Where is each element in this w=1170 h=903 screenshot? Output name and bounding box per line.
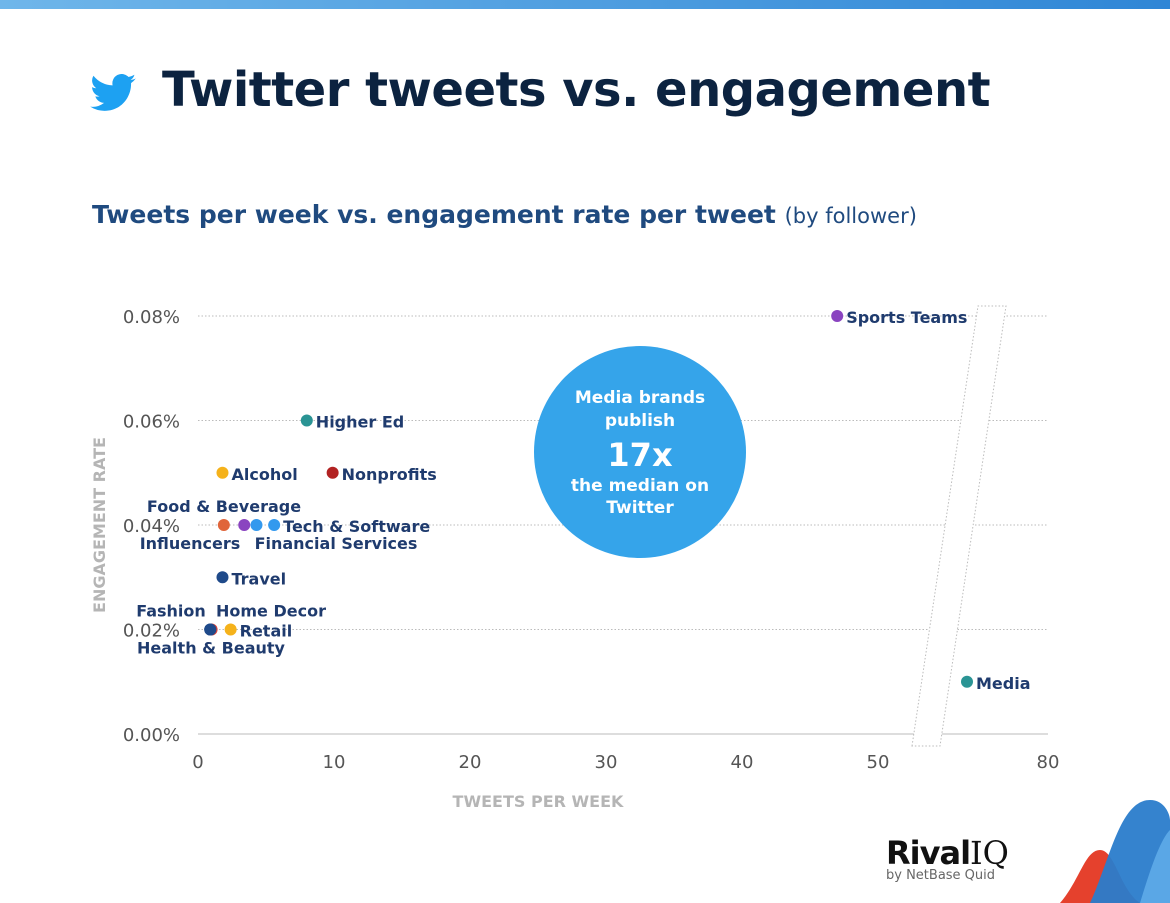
rival-iq-logo: RivalIQ by NetBase Quid: [886, 834, 1009, 883]
twitter-bird-icon: [90, 74, 136, 111]
y-axis-title: ENGAGEMENT RATE: [90, 437, 109, 613]
callout-line: the median on: [571, 476, 709, 496]
y-tick-label: 0.08%: [123, 307, 180, 328]
callout-line: publish: [605, 411, 675, 431]
x-tick-label: 0: [192, 752, 203, 773]
chart-subtitle: Tweets per week vs. engagement rate per …: [92, 200, 917, 229]
data-label: Higher Ed: [316, 413, 404, 432]
top-accent-bar: [0, 0, 1170, 9]
logo-tagline: by NetBase Quid: [886, 868, 996, 883]
data-label: Nonprofits: [342, 465, 437, 484]
data-point: [961, 675, 973, 688]
x-tick-label: 40: [731, 752, 754, 773]
data-point: [216, 466, 229, 479]
y-tick-label: 0.02%: [123, 621, 180, 642]
data-label: Alcohol: [231, 465, 297, 484]
callout-line: Media brands: [575, 388, 705, 408]
subtitle-paren: (by follower): [784, 204, 917, 228]
data-label: Health & Beauty: [137, 639, 286, 658]
data-point: [268, 519, 281, 531]
data-point: [831, 310, 844, 322]
subtitle-main: Tweets per week vs. engagement rate per …: [92, 200, 776, 229]
x-axis-title: TWEETS PER WEEK: [453, 792, 624, 811]
data-point: [300, 414, 313, 427]
decorative-wave: [1140, 830, 1170, 903]
data-point: [217, 519, 230, 531]
data-point: [238, 519, 251, 531]
data-point: [326, 466, 339, 479]
data-label: Fashion: [136, 602, 206, 621]
y-tick-label: 0.04%: [123, 516, 180, 537]
x-tick-label: 10: [323, 752, 346, 773]
data-point: [250, 519, 263, 531]
data-label: Food & Beverage: [147, 497, 301, 516]
data-label: Media: [976, 674, 1031, 693]
data-label: Retail: [240, 622, 293, 641]
axis-break: [911, 305, 1007, 747]
x-tick-label: 50: [867, 752, 890, 773]
data-point: [216, 571, 229, 584]
data-label: Travel: [231, 569, 286, 588]
data-label: Sports Teams: [846, 308, 967, 327]
x-tick-label: 30: [595, 752, 618, 773]
callout-line: Twitter: [606, 498, 674, 518]
data-point: [204, 623, 217, 636]
page-title: Twitter tweets vs. engagement: [162, 62, 991, 118]
data-label: Financial Services: [255, 534, 418, 553]
callout-highlight: 17x: [607, 436, 673, 474]
x-tick-label: 20: [459, 752, 482, 773]
data-label: Tech & Software: [283, 517, 430, 536]
data-point: [224, 623, 237, 636]
y-tick-label: 0.00%: [123, 725, 180, 746]
y-tick-label: 0.06%: [123, 412, 180, 433]
x-tick-label: 80: [1037, 752, 1060, 773]
data-label: Home Decor: [216, 602, 326, 621]
callout-circle: [534, 346, 746, 558]
data-label: Influencers: [140, 534, 241, 553]
